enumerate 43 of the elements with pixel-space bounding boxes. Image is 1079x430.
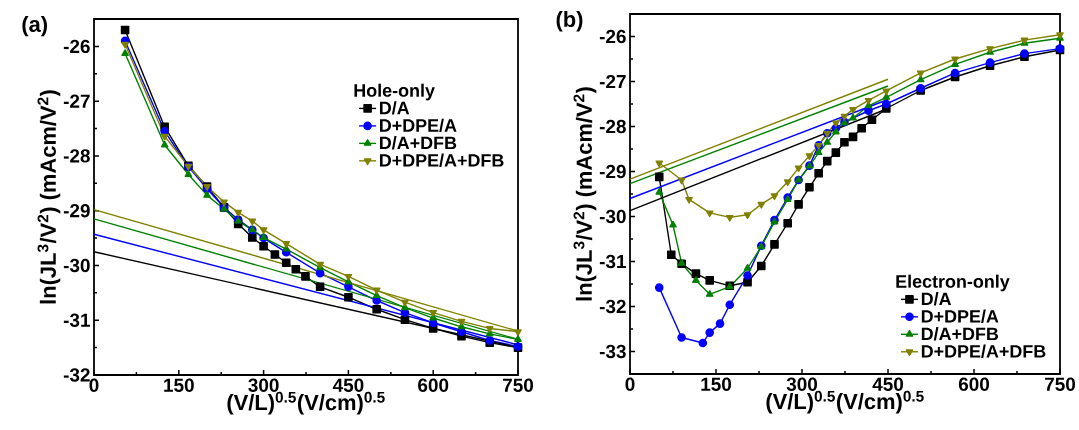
x-axis-title: (V/L)$^{0.5}$(V/cm)$^{0.5}$ [766,390,924,414]
y-tick-label: -32 [599,299,626,314]
y-tick-label: -28 [599,119,626,134]
y-tick-label: -27 [599,74,626,89]
y-tick-label: -31 [63,313,90,327]
y-tick-label: -29 [63,203,90,218]
legend-label: D/A+DFB [921,327,999,341]
y-tick-label: -27 [63,94,90,108]
x-tick-label: 300 [786,377,818,391]
legend-label: D/A+DFB [379,136,457,150]
legend-label: D/A [921,292,952,306]
y-tick-label: -33 [599,344,626,359]
y-axis-title: ln(JL$^{3}$/V$^{2}$) (mAcm/V$^{2}$) [573,87,597,301]
y-tick-label: -29 [599,164,626,179]
x-tick-label: 0 [625,377,635,391]
text: (b) [556,10,583,32]
text: (a) [22,15,47,37]
x-tick-label: 450 [872,377,904,391]
y-tick-label: -30 [599,209,626,224]
y-tick-label: -32 [63,368,90,382]
legend-label: D+DPE/A [921,309,999,323]
y-tick-label: -31 [599,254,626,269]
x-axis-title: (V/L)$^{0.5}$(V/cm)$^{0.5}$ [227,391,385,415]
x-tick-label: 450 [332,378,364,392]
legend-label: D+DPE/A+DFB [921,344,1046,358]
y-tick-label: -26 [599,29,626,44]
legend-label: D/A [379,101,410,115]
y-tick-label: -30 [63,258,90,273]
y-tick-label: -26 [63,39,90,54]
x-tick-label: 600 [958,377,990,391]
y-axis-title: ln(JL$^{3}$/V$^{2}$) (mAcm/V$^{2}$) [37,90,61,304]
x-tick-label: 750 [503,378,534,392]
x-tick-label: 150 [164,378,194,392]
legend-label: D+DPE/A+DFB [379,153,504,167]
x-tick-label: 750 [1045,377,1076,391]
x-tick-label: 0 [89,378,99,392]
x-tick-label: 300 [248,378,279,392]
y-tick-label: -28 [63,149,90,163]
legend-title: Electron-only [896,274,1010,292]
legend-label: D+DPE/A [379,118,457,132]
legend-title: Hole-only [354,83,435,101]
x-tick-label: 600 [418,378,449,392]
x-tick-label: 150 [701,377,732,391]
